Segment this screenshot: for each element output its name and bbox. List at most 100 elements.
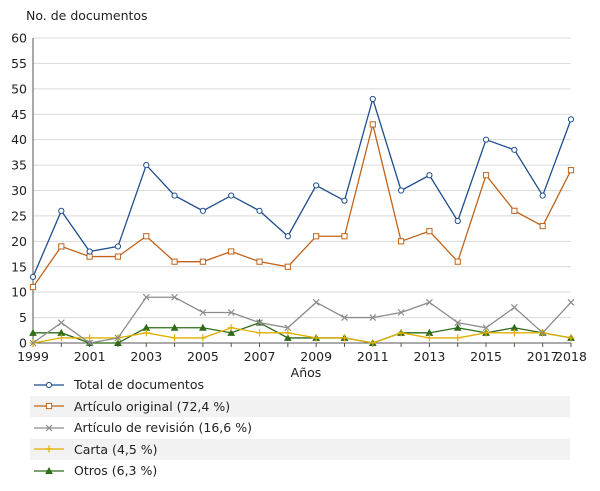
point-total-2014 (454, 217, 461, 225)
line-carta (32, 327, 572, 344)
legend-label-total: Total de documentos (74, 377, 204, 393)
series-revision (29, 293, 575, 347)
y-tick-labels: 0 5 10 15 20 25 30 35 40 45 50 55 60 (11, 31, 27, 351)
point-original-2002 (114, 253, 122, 260)
point-total-2013 (426, 172, 433, 179)
point-carta-2015 (482, 329, 490, 337)
x-tick-2007: 2007 (244, 349, 276, 364)
x-tick-2015: 2015 (470, 349, 502, 364)
point-revision-2001 (86, 339, 94, 347)
point-revision-2017 (539, 329, 547, 337)
point-original-2000 (58, 243, 65, 250)
point-original-2006 (228, 248, 235, 255)
legend-marker-otros (45, 466, 53, 474)
point-total-2001 (86, 248, 93, 255)
point-total-2006 (228, 192, 235, 199)
point-total-2002 (114, 243, 122, 250)
point-revision-1999 (29, 339, 37, 347)
series-original (29, 121, 575, 291)
legend-swatch-carta (32, 442, 66, 456)
x-tick-2011: 2011 (357, 349, 389, 364)
x-tick-2013: 2013 (414, 349, 446, 364)
point-original-2016 (511, 207, 518, 214)
point-original-2004 (171, 258, 178, 265)
x-tick-2018: 2018 (555, 349, 587, 364)
point-original-2018 (567, 167, 575, 174)
point-total-2016 (511, 146, 518, 153)
point-original-2009 (313, 233, 320, 240)
point-carta-2004 (171, 334, 179, 342)
point-original-2005 (199, 258, 206, 265)
line-revision (32, 296, 572, 344)
x-tick-2017: 2017 (527, 349, 559, 364)
legend-marker-total (45, 381, 53, 388)
legend-item-otros[interactable]: Otros (6,3 %) (30, 460, 570, 482)
line-original (32, 124, 572, 288)
point-carta-2016 (510, 329, 518, 337)
point-otros-2014 (453, 323, 462, 331)
point-total-2015 (482, 136, 490, 143)
line-otros (33, 321, 572, 344)
point-revision-2008 (284, 324, 292, 332)
legend-item-revision[interactable]: Artículo de revisión (16,6 %) (30, 417, 570, 439)
line-total (32, 96, 572, 278)
y-tick-0: 0 (19, 336, 27, 351)
point-carta-2000 (57, 334, 65, 342)
point-original-2003 (143, 233, 150, 240)
gridlines (33, 37, 571, 319)
y-tick-5: 5 (19, 310, 27, 325)
point-revision-2013 (425, 298, 433, 306)
point-total-2012 (398, 187, 405, 194)
point-carta-2014 (454, 334, 462, 342)
legend-marker-original (45, 403, 53, 410)
point-carta-2010 (340, 334, 348, 342)
point-carta-2011 (369, 339, 377, 347)
point-total-2010 (341, 197, 348, 204)
point-total-2003 (143, 161, 150, 169)
point-revision-2016 (510, 303, 518, 311)
point-revision-2011 (369, 314, 377, 322)
point-carta-2018 (567, 334, 575, 342)
point-original-2001 (86, 253, 93, 260)
point-carta-2013 (425, 334, 433, 342)
legend-item-carta[interactable]: Carta (4,5 %) (30, 438, 570, 460)
point-total-2018 (567, 116, 575, 123)
legend-marker-revision (45, 424, 53, 432)
point-total-2008 (284, 233, 291, 240)
point-original-2010 (341, 233, 348, 240)
axes (32, 38, 572, 347)
x-tick-2009: 2009 (300, 349, 332, 364)
point-carta-2008 (284, 329, 292, 337)
point-carta-2003 (142, 329, 150, 337)
legend-swatch-total (32, 378, 66, 392)
point-total-2017 (539, 192, 546, 199)
point-revision-2014 (454, 319, 462, 327)
point-original-2014 (454, 258, 461, 265)
point-original-2015 (482, 172, 490, 179)
point-revision-2003 (142, 293, 150, 301)
x-tick-labels: 1999 2001 2003 2005 2007 2009 2011 2013 2015 2017… (17, 349, 587, 364)
x-tick-2001: 2001 (74, 349, 106, 364)
point-otros-2008 (283, 333, 292, 341)
point-otros-1999 (29, 328, 37, 336)
y-tick-60: 60 (11, 31, 27, 46)
point-carta-2012 (397, 329, 405, 337)
point-revision-2004 (171, 293, 179, 301)
point-original-2013 (426, 228, 433, 235)
point-revision-2005 (199, 309, 207, 316)
y-axis-title: No. de documentos (26, 8, 148, 23)
legend-label-carta: Carta (4,5 %) (74, 441, 158, 457)
point-total-1999 (29, 273, 37, 281)
point-original-2011 (369, 121, 376, 128)
point-carta-2001 (86, 334, 94, 342)
y-tick-45: 45 (11, 107, 27, 122)
series-group (29, 95, 575, 347)
legend-item-total[interactable]: Total de documentos (30, 374, 570, 396)
legend-item-original[interactable]: Artículo original (72,4 %) (30, 395, 570, 417)
y-tick-30: 30 (11, 183, 27, 198)
point-revision-2002 (114, 334, 122, 342)
y-tick-40: 40 (11, 132, 27, 147)
y-tick-35: 35 (11, 158, 27, 173)
point-revision-2015 (482, 324, 490, 332)
legend: Total de documentos Artículo original (7… (30, 374, 570, 482)
